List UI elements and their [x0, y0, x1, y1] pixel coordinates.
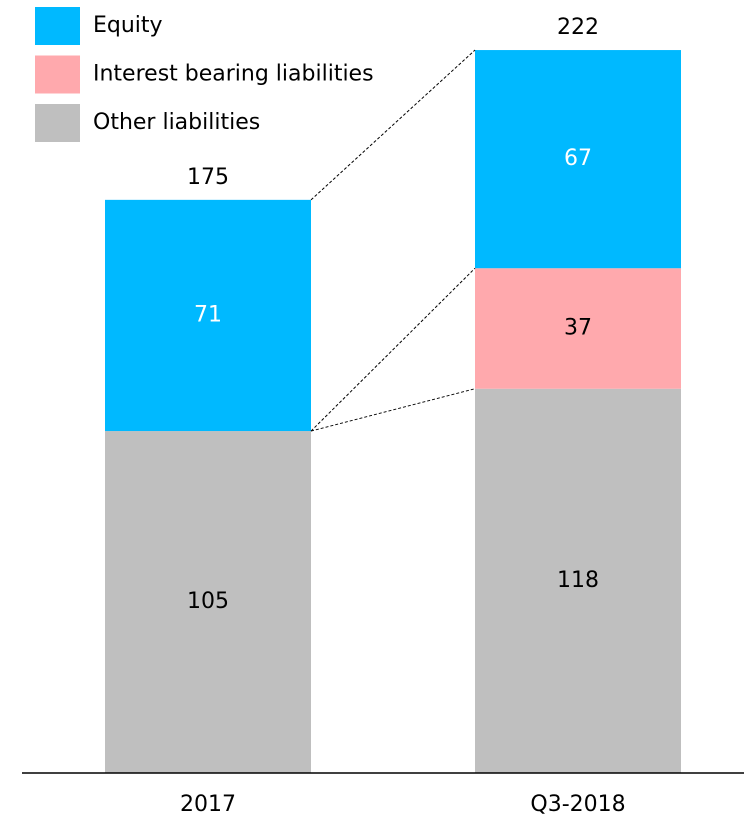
bar-segment	[475, 268, 681, 389]
x-tick-label: Q3-2018	[530, 792, 625, 817]
x-tick-label: 2017	[180, 792, 236, 817]
bar-segment	[105, 431, 311, 773]
total-label: 175	[187, 165, 229, 190]
legend-swatch	[35, 7, 80, 45]
bar-segment	[475, 388, 681, 773]
legend-label: Other liabilities	[93, 110, 260, 135]
legend-swatch	[35, 55, 80, 94]
bar-segment	[475, 50, 681, 269]
value-label: 118	[557, 568, 599, 593]
total-label: 222	[557, 15, 599, 40]
value-label: 67	[564, 146, 592, 171]
connector-line	[310, 388, 476, 432]
legend-label: Interest bearing liabilities	[93, 62, 374, 87]
value-label: 105	[187, 589, 229, 614]
connector-line	[310, 49, 476, 201]
legend-label: Equity	[93, 13, 163, 38]
value-label: 37	[564, 315, 592, 340]
value-label: 71	[194, 302, 222, 327]
legend-swatch	[35, 104, 80, 142]
bar-segment	[105, 199, 311, 432]
connector-line	[310, 267, 476, 432]
